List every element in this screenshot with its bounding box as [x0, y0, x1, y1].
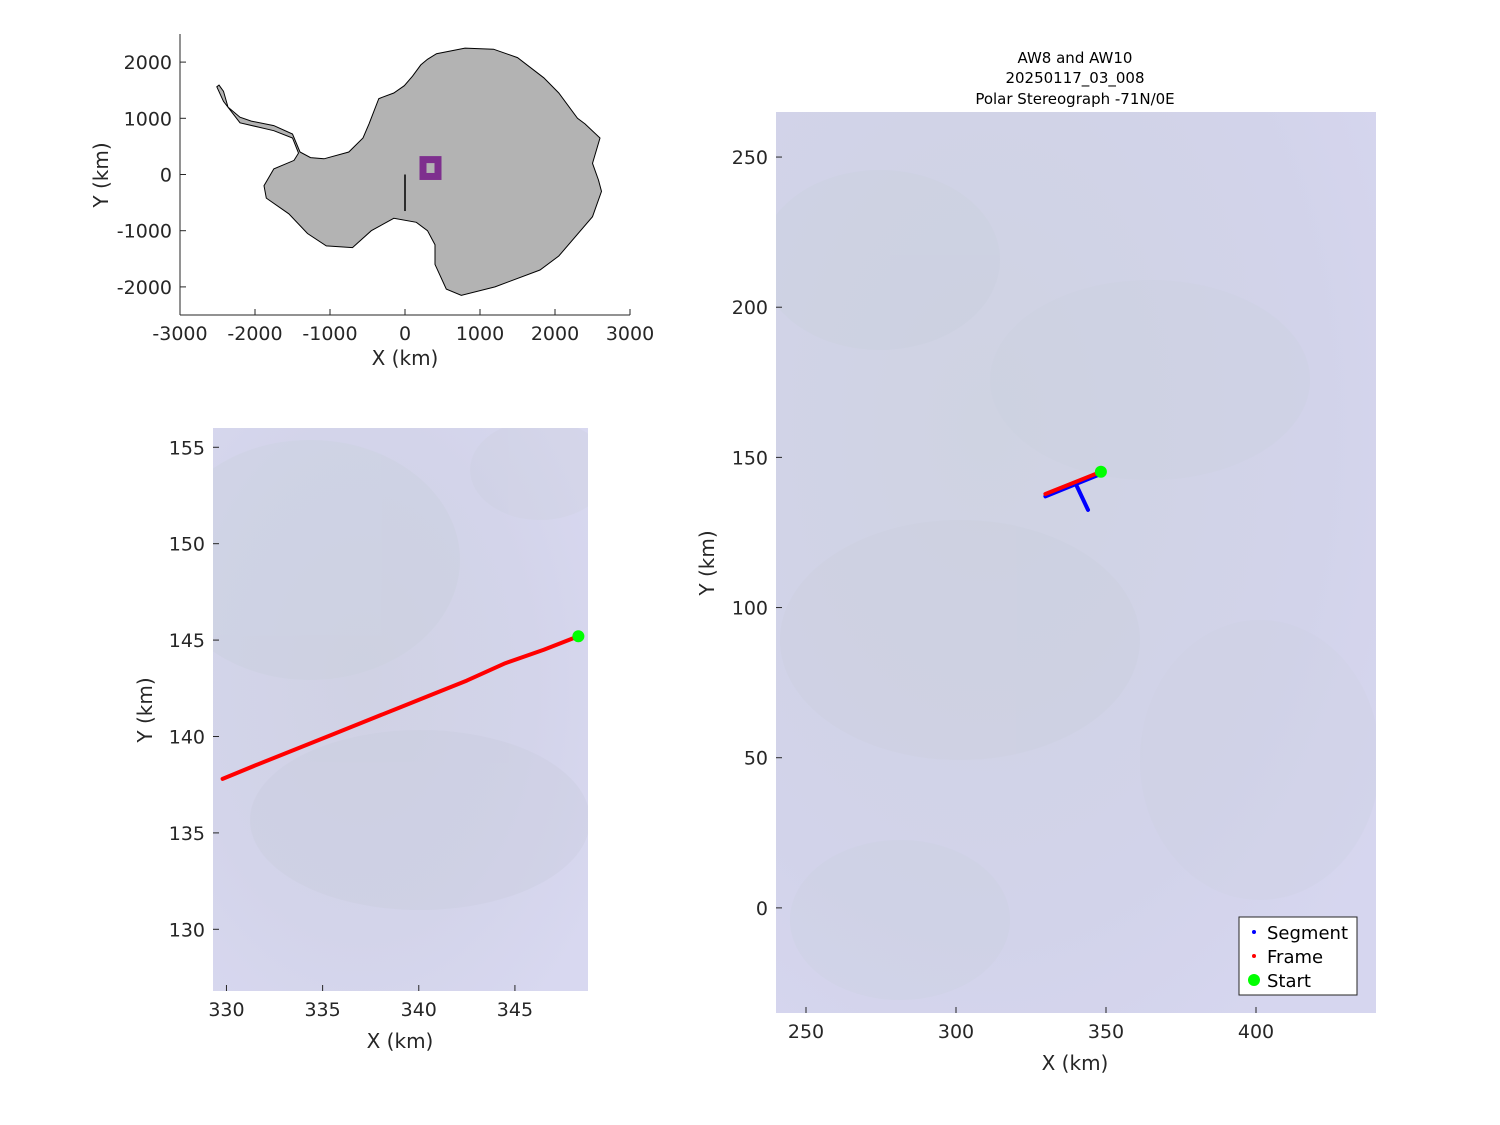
main-frame-track	[1043, 469, 1103, 496]
legend-start-marker	[1248, 974, 1260, 986]
overview-y-tick-label: -2000	[117, 277, 172, 299]
overview-y-axis-label: Y (km)	[89, 142, 113, 208]
legend-segment-marker	[1252, 930, 1256, 934]
zoom-x-axis-label: X (km)	[367, 1029, 434, 1053]
main-start-marker	[1094, 465, 1107, 478]
main-background-image	[776, 112, 1376, 1013]
overview-y-tick-label: 1000	[124, 108, 172, 130]
main-y-tick-label: 0	[756, 898, 768, 920]
main-map-panel: AW8 and AW10 20250117_03_008 Polar Stere…	[695, 49, 1376, 1075]
zoom-y-tick-label: 155	[169, 437, 205, 459]
legend: Segment Frame Start	[1238, 916, 1358, 996]
legend-frame-label: Frame	[1267, 947, 1323, 968]
overview-x-tick-label: -1000	[302, 323, 357, 345]
zoom-y-tick-label: 145	[169, 630, 205, 652]
main-y-ticks: 0 50 100 150 200 250	[732, 147, 782, 920]
overview-y-tick-label: -1000	[117, 221, 172, 243]
zoom-y-axis-label: Y (km)	[133, 677, 157, 743]
overview-x-tick-label: -3000	[152, 323, 207, 345]
zoom-map-panel: 330 335 340 345 130 135 140 145 150 155 X (km) Y…	[133, 428, 588, 1053]
main-title-line-1: AW8 and AW10	[1018, 49, 1133, 67]
region-of-interest-box	[419, 156, 442, 180]
zoom-y-tick-label: 130	[169, 919, 205, 941]
main-x-tick-label: 400	[1238, 1021, 1274, 1043]
main-y-axis-label: Y (km)	[695, 530, 719, 596]
zoom-x-tick-label: 335	[304, 999, 340, 1021]
main-background-texture	[776, 170, 1376, 1000]
overview-x-tick-label: 0	[399, 323, 411, 345]
zoom-start-marker	[572, 630, 585, 643]
overview-x-axis-label: X (km)	[372, 346, 439, 370]
main-x-tick-label: 250	[788, 1021, 824, 1043]
legend-segment-label: Segment	[1267, 923, 1348, 944]
antarctica-landmass	[216, 47, 603, 296]
main-x-axis-label: X (km)	[1042, 1051, 1109, 1075]
zoom-y-tick-label: 135	[169, 823, 205, 845]
overview-x-tick-label: 1000	[456, 323, 504, 345]
overview-y-tick-label: 2000	[124, 52, 172, 74]
main-title-line-2: 20250117_03_008	[1005, 69, 1144, 88]
overview-y-tick-label: 0	[160, 165, 172, 187]
zoom-background-texture	[213, 428, 588, 910]
main-y-tick-label: 150	[732, 447, 768, 469]
overview-map-panel: -3000 -2000 -1000 0 1000 2000 3000 -2000 -1000 0…	[89, 34, 654, 370]
zoom-y-tick-label: 150	[169, 534, 205, 556]
segment-track	[1074, 482, 1090, 512]
main-x-tick-label: 350	[1088, 1021, 1124, 1043]
zoom-y-ticks: 130 135 140 145 150 155	[169, 437, 219, 941]
legend-start-label: Start	[1267, 971, 1311, 992]
main-y-tick-label: 250	[732, 147, 768, 169]
overview-x-tick-label: 2000	[531, 323, 579, 345]
zoom-background-image	[213, 428, 588, 991]
zoom-frame-track	[220, 634, 581, 781]
legend-frame-marker	[1252, 954, 1256, 958]
main-title-line-3: Polar Stereograph -71N/0E	[975, 90, 1174, 108]
zoom-y-tick-label: 140	[169, 726, 205, 748]
main-x-tick-label: 300	[938, 1021, 974, 1043]
overview-x-tick-label: -2000	[227, 323, 282, 345]
overview-y-ticks: -2000 -1000 0 1000 2000	[117, 52, 186, 299]
overview-x-ticks: -3000 -2000 -1000 0 1000 2000 3000	[152, 309, 654, 345]
zoom-x-tick-label: 345	[497, 999, 533, 1021]
main-y-tick-label: 50	[744, 748, 768, 770]
zoom-x-tick-label: 330	[208, 999, 244, 1021]
main-y-tick-label: 100	[732, 598, 768, 620]
zoom-x-ticks: 330 335 340 345	[208, 985, 533, 1021]
overview-x-tick-label: 3000	[606, 323, 654, 345]
main-x-ticks: 250 300 350 400	[788, 1007, 1274, 1043]
zoom-x-tick-label: 340	[401, 999, 437, 1021]
main-y-tick-label: 200	[732, 297, 768, 319]
